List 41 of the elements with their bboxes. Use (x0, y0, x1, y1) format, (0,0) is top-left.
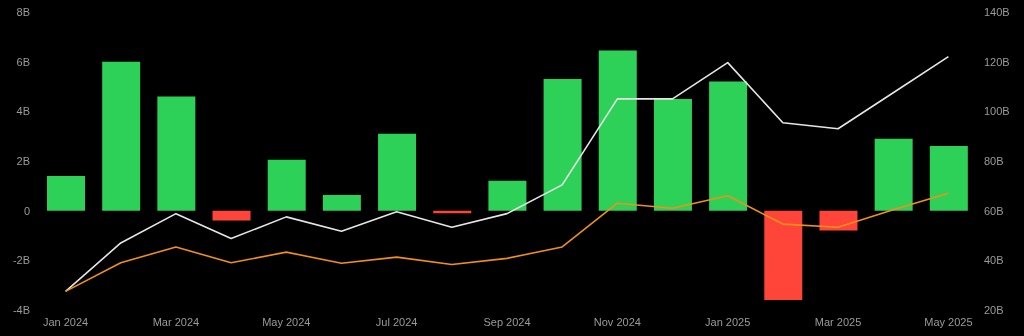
x-tick-label: Jul 2024 (375, 315, 418, 328)
y-tick-label: 4B (16, 105, 30, 118)
x-tick-label: Sep 2024 (483, 315, 531, 328)
x-tick-label: Mar 2024 (152, 315, 200, 328)
bar (709, 81, 748, 211)
bar (157, 96, 196, 211)
y-tick-label: 0 (23, 204, 30, 217)
bar (543, 79, 582, 211)
y2-tick-label: 140B (984, 5, 1010, 18)
x-tick-label: Nov 2024 (593, 315, 641, 328)
y-tick-label: -4B (12, 303, 30, 316)
y2-tick-label: 120B (984, 55, 1010, 68)
line-series (64, 55, 950, 293)
bar (819, 210, 858, 231)
y-tick-label: -2B (12, 254, 30, 267)
y2-tick-label: 100B (984, 105, 1010, 118)
bar (764, 210, 803, 301)
bar (47, 175, 85, 211)
bar (102, 61, 141, 211)
bar (488, 180, 527, 211)
bar (929, 146, 968, 211)
x-tick-label: Jan 2025 (705, 315, 751, 328)
y-tick-label: 8B (16, 5, 30, 18)
y-tick-label: 2B (16, 154, 30, 167)
bar (874, 138, 913, 211)
y2-tick-label: 40B (984, 254, 1004, 267)
y2-tick-label: 20B (984, 303, 1004, 316)
x-tick-label: Mar 2025 (814, 315, 862, 328)
x-tick-label: May 2024 (262, 315, 311, 328)
bar (322, 195, 361, 211)
line-series (64, 192, 950, 293)
y2-tick-label: 80B (984, 154, 1004, 167)
bar (598, 50, 637, 211)
bar (378, 133, 417, 211)
bar (267, 159, 306, 211)
x-tick-label: May 2025 (924, 315, 973, 328)
y2-tick-label: 60B (984, 204, 1004, 217)
bar (212, 210, 251, 221)
y-tick-label: 6B (16, 55, 30, 68)
bar (653, 98, 692, 211)
x-tick-label: Jan 2024 (42, 315, 89, 328)
